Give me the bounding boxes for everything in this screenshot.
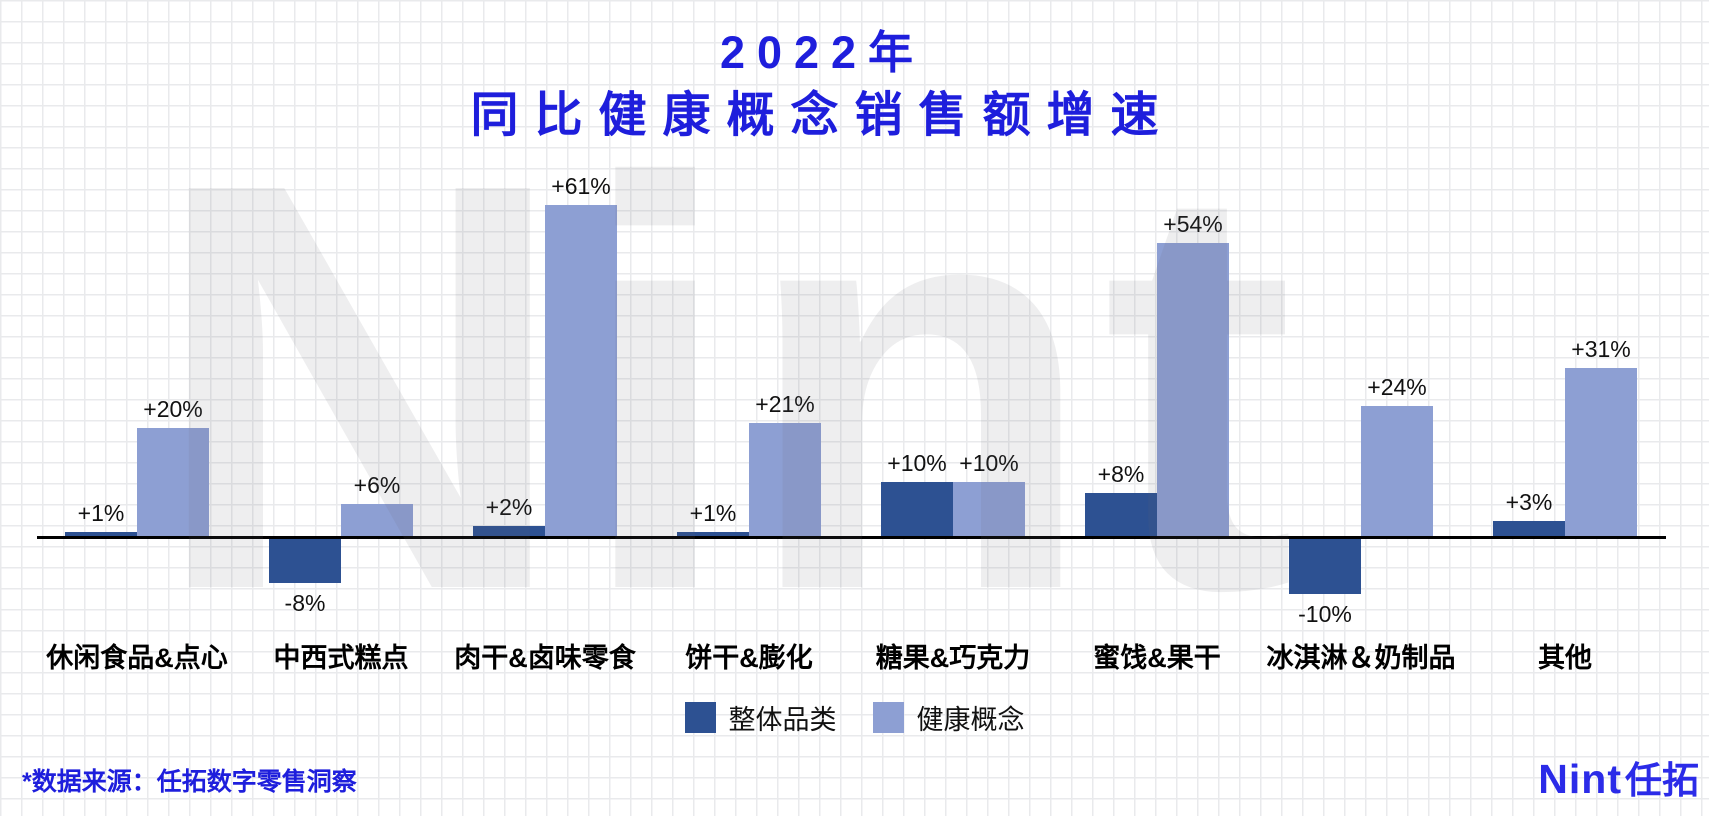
category-label: 蜜饯&果干 <box>1093 643 1221 673</box>
bar-value-label: +20% <box>143 396 203 422</box>
category-label: 肉干&卤味零食 <box>454 643 636 673</box>
page-title-line2: 同比健康概念销售额增速 <box>470 89 1175 142</box>
bar-value-label: +10% <box>887 450 947 476</box>
chart-bar-overall <box>473 526 545 537</box>
chart-bar-health <box>545 205 617 537</box>
bar-value-label: +6% <box>353 472 401 498</box>
chart-bar-health <box>341 504 413 537</box>
brand-logo-cn: 任拓 <box>1625 760 1699 801</box>
bar-value-label: +3% <box>1505 489 1553 515</box>
category-label: 糖果&巧克力 <box>875 643 1031 673</box>
bar-value-label: +1% <box>77 500 125 526</box>
category-label: 休闲食品&点心 <box>46 643 228 673</box>
category-label: 中西式糕点 <box>273 643 409 673</box>
data-source-note: *数据来源：任拓数字零售洞察 <box>22 768 357 796</box>
chart-bar-overall <box>677 532 749 537</box>
bar-value-label: +54% <box>1163 211 1223 237</box>
bar-value-label: +8% <box>1097 461 1145 487</box>
chart-bar-overall <box>1289 539 1361 594</box>
brand-logo: Nint 任拓 <box>1538 750 1699 804</box>
chart-bar-overall <box>269 539 341 583</box>
page-title-line1: 2022年 <box>719 27 926 78</box>
bar-value-label: +31% <box>1571 336 1631 362</box>
bar-value-label: -10% <box>1298 601 1352 627</box>
chart-bar-overall <box>1085 493 1157 537</box>
bar-value-label: +24% <box>1367 374 1427 400</box>
bar-value-label: +10% <box>959 450 1019 476</box>
legend-label-overall: 整体品类 <box>728 705 837 735</box>
chart-legend: 整体品类 健康概念 <box>0 698 1709 737</box>
x-axis-line <box>37 536 1666 539</box>
bar-value-label: +21% <box>755 391 815 417</box>
page-title: 2022年 同比健康概念销售额增速 <box>0 26 1645 146</box>
legend-swatch-overall <box>684 702 716 733</box>
category-label: 冰淇淋＆奶制品 <box>1266 643 1456 673</box>
bar-value-label: +1% <box>689 500 737 526</box>
chart-bar-health <box>1565 368 1637 537</box>
bar-value-label: +2% <box>485 494 533 520</box>
chart-bar-health <box>137 428 209 537</box>
legend-swatch-health <box>872 702 904 733</box>
brand-logo-en: Nint <box>1538 756 1622 802</box>
chart-bar-overall <box>881 482 953 537</box>
chart-bar-health <box>749 423 821 537</box>
legend-item-health: 健康概念 <box>872 698 1025 737</box>
legend-label-health: 健康概念 <box>916 705 1025 735</box>
chart-bar-overall <box>1493 521 1565 537</box>
bar-value-label: +61% <box>551 173 611 199</box>
legend-item-overall: 整体品类 <box>684 698 837 737</box>
category-label: 饼干&膨化 <box>685 643 813 673</box>
chart-bar-health <box>1361 406 1433 537</box>
chart-bar-overall <box>65 532 137 537</box>
chart-bar-health <box>1157 243 1229 537</box>
chart-bar-health <box>953 482 1025 537</box>
bar-value-label: -8% <box>284 590 326 616</box>
category-label: 其他 <box>1538 643 1592 673</box>
